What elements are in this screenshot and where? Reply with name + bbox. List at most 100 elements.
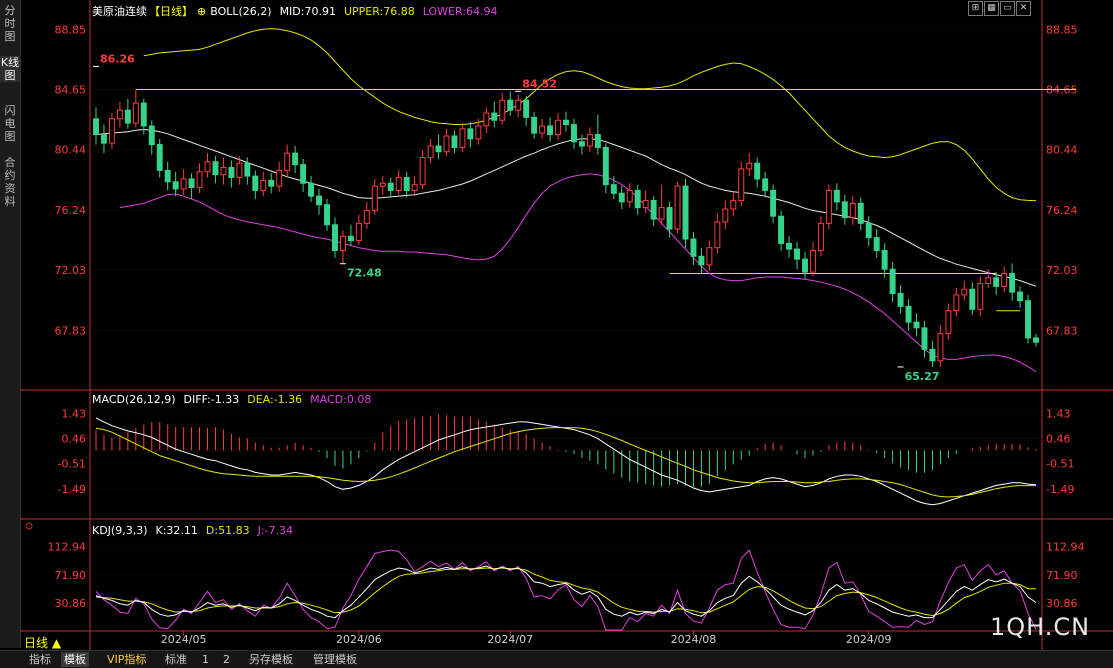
candle-down[interactable] xyxy=(140,102,147,127)
pane-marker-icon[interactable] xyxy=(25,522,33,530)
candle-down[interactable] xyxy=(873,237,880,252)
period-selector[interactable]: 日线 ▲ xyxy=(24,636,62,650)
settings-icon[interactable]: ⊕ xyxy=(197,5,207,18)
candle-up[interactable] xyxy=(714,221,721,249)
candle-up[interactable] xyxy=(809,250,816,273)
candle-down[interactable] xyxy=(921,327,928,350)
close-icon[interactable]: ✕ xyxy=(1016,1,1031,16)
candle-up[interactable] xyxy=(371,185,378,211)
candle-down[interactable] xyxy=(602,146,609,186)
grid-icon[interactable]: ▦ xyxy=(984,1,999,16)
tab-vip-indicator[interactable]: VIP指标 xyxy=(107,653,147,666)
candle-down[interactable] xyxy=(100,134,107,144)
candle-down[interactable] xyxy=(857,202,864,224)
candle-down[interactable] xyxy=(833,189,840,203)
candle-up[interactable] xyxy=(1001,272,1008,287)
candle-up[interactable] xyxy=(419,156,426,186)
candle-down[interactable] xyxy=(451,135,458,148)
candle-down[interactable] xyxy=(786,242,793,250)
tab-indicator[interactable]: 指标 xyxy=(29,653,51,666)
candle-up[interactable] xyxy=(817,222,824,252)
tab-page-1[interactable]: 1 xyxy=(202,653,209,666)
candle-down[interactable] xyxy=(563,119,569,126)
candle-down[interactable] xyxy=(300,164,307,184)
candle-up[interactable] xyxy=(985,277,992,284)
candle-down[interactable] xyxy=(324,204,330,226)
candle-up[interactable] xyxy=(180,178,187,190)
candle-down[interactable] xyxy=(124,109,131,124)
candle-up[interactable] xyxy=(379,182,386,187)
candle-up[interactable] xyxy=(977,282,984,310)
candle-down[interactable] xyxy=(547,125,554,136)
candle-up[interactable] xyxy=(196,171,203,189)
tab-template[interactable]: 模板 xyxy=(61,652,89,667)
candle-up[interactable] xyxy=(626,189,633,203)
candle-down[interactable] xyxy=(794,248,800,260)
candle-up[interactable] xyxy=(443,135,450,153)
candle-up[interactable] xyxy=(849,202,856,219)
candle-down[interactable] xyxy=(770,189,777,217)
tab-manage-template[interactable]: 管理模板 xyxy=(313,653,357,666)
candle-up[interactable] xyxy=(746,162,753,170)
candle-down[interactable] xyxy=(316,195,323,206)
candle-down[interactable] xyxy=(164,169,171,183)
tab-save-template[interactable]: 另存模板 xyxy=(249,653,293,666)
prev-icon[interactable]: ⊞ xyxy=(968,1,983,16)
candle-down[interactable] xyxy=(889,268,896,295)
candle-up[interactable] xyxy=(220,166,227,176)
candle-up[interactable] xyxy=(276,169,283,187)
candle-up[interactable] xyxy=(586,134,593,147)
candle-down[interactable] xyxy=(1025,300,1032,339)
candle-up[interactable] xyxy=(642,199,649,209)
candle-down[interactable] xyxy=(523,99,530,118)
candle-up[interactable] xyxy=(539,125,546,134)
candle-down[interactable] xyxy=(682,185,689,240)
candle-up[interactable] xyxy=(411,184,418,191)
candle-up[interactable] xyxy=(483,112,490,127)
candle-down[interactable] xyxy=(1033,337,1039,343)
candle-up[interactable] xyxy=(459,128,466,148)
candle-up[interactable] xyxy=(738,168,745,201)
tab-kline[interactable]: K线图 xyxy=(0,56,20,82)
candle-down[interactable] xyxy=(865,222,872,239)
candle-down[interactable] xyxy=(228,166,235,179)
tab-timeshare[interactable]: 分时图 xyxy=(4,4,16,43)
candle-down[interactable] xyxy=(969,288,976,310)
candle-down[interactable] xyxy=(594,134,601,148)
candle-down[interactable] xyxy=(347,235,354,242)
candle-down[interactable] xyxy=(905,305,912,323)
candle-down[interactable] xyxy=(802,258,808,273)
tab-flash[interactable]: 闪电图 xyxy=(4,104,16,143)
candle-up[interactable] xyxy=(427,145,434,158)
candle-up[interactable] xyxy=(260,179,267,191)
candle-down[interactable] xyxy=(156,144,163,171)
candle-up[interactable] xyxy=(722,208,729,223)
candle-up[interactable] xyxy=(236,162,243,179)
candle-down[interactable] xyxy=(531,116,538,134)
candle-down[interactable] xyxy=(618,192,625,203)
candle-down[interactable] xyxy=(403,177,410,191)
candle-down[interactable] xyxy=(148,125,155,146)
candle-down[interactable] xyxy=(93,118,99,136)
candle-down[interactable] xyxy=(634,189,641,209)
candle-down[interactable] xyxy=(1009,272,1016,293)
candle-down[interactable] xyxy=(666,207,673,230)
candle-up[interactable] xyxy=(945,310,952,335)
candle-down[interactable] xyxy=(578,141,585,147)
candle-down[interactable] xyxy=(387,182,394,191)
candle-up[interactable] xyxy=(730,199,737,210)
candle-down[interactable] xyxy=(778,215,785,244)
candle-down[interactable] xyxy=(754,162,761,180)
candle-down[interactable] xyxy=(172,181,179,190)
candle-down[interactable] xyxy=(841,201,848,219)
candle-up[interactable] xyxy=(658,207,665,220)
candle-down[interactable] xyxy=(268,179,275,187)
candle-down[interactable] xyxy=(435,145,442,153)
candle-down[interactable] xyxy=(881,250,888,270)
candle-up[interactable] xyxy=(475,125,482,140)
tab-page-2[interactable]: 2 xyxy=(223,653,230,666)
tab-contract-info[interactable]: 合约资料 xyxy=(4,156,16,208)
candle-down[interactable] xyxy=(252,175,259,191)
candle-down[interactable] xyxy=(570,124,577,143)
